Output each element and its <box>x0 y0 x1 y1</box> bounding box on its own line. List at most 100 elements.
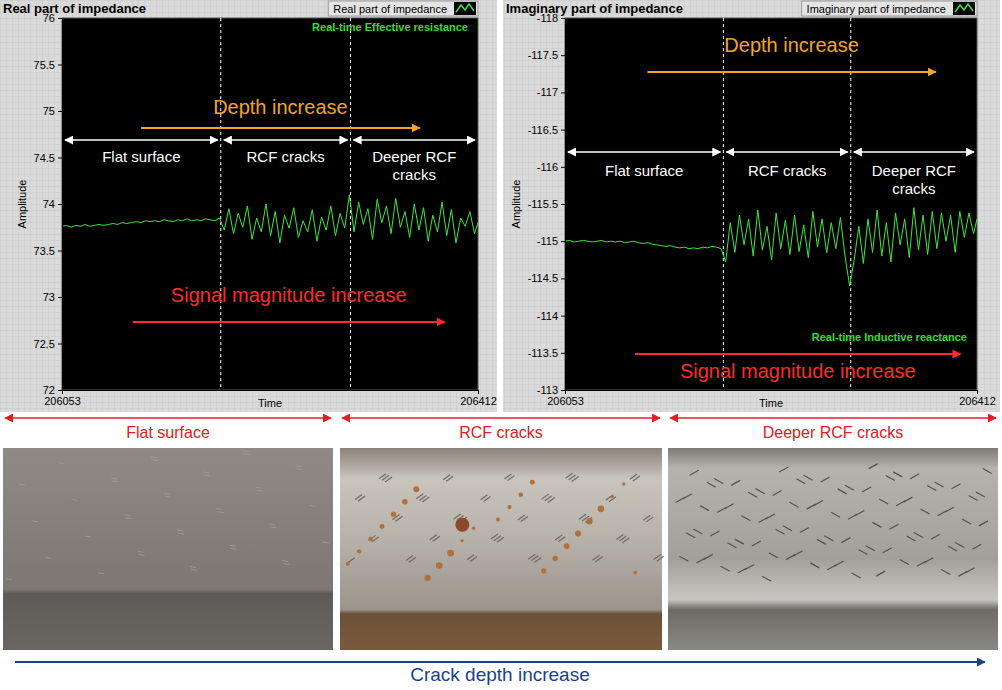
depth-label: Depth increase <box>213 96 348 118</box>
region-arrow <box>65 139 218 140</box>
texture <box>690 470 699 475</box>
y-tick: -117 <box>537 86 565 98</box>
y-tick-label: 74 <box>43 198 55 210</box>
y-tick-mark <box>58 344 62 345</box>
texture <box>879 499 888 504</box>
texture <box>575 531 581 537</box>
y-tick-label: 76 <box>43 12 55 24</box>
texture <box>217 511 223 513</box>
x-axis-title: Time <box>258 397 282 409</box>
plot-label: Real-time Inductive reactance <box>812 331 967 343</box>
texture <box>231 548 237 549</box>
texture <box>496 518 500 522</box>
y-tick-label: 73.5 <box>34 245 55 257</box>
y-tick: -114 <box>537 310 565 322</box>
region-arrow <box>854 151 974 152</box>
texture <box>983 469 992 474</box>
panel-background <box>503 0 1000 412</box>
y-tick-mark <box>561 241 565 242</box>
texture <box>519 492 523 496</box>
region-label: RCF cracks <box>246 148 324 165</box>
texture <box>369 535 376 540</box>
texture <box>616 534 623 539</box>
texture <box>164 493 170 494</box>
x-tick-mark <box>478 390 479 394</box>
texture <box>773 490 782 495</box>
texture <box>745 564 754 569</box>
texture <box>230 545 236 546</box>
photo-range-arrow <box>5 417 331 418</box>
texture <box>357 549 361 553</box>
texture <box>45 557 51 558</box>
texture <box>139 554 145 555</box>
plot-area <box>565 18 977 390</box>
texture <box>903 497 912 502</box>
photo-strip: Flat surfaceRCF cracksDeeper RCF cracksC… <box>3 418 998 685</box>
texture <box>416 494 423 499</box>
region-arrow <box>354 139 475 140</box>
texture <box>592 555 599 560</box>
texture <box>741 516 750 521</box>
texture <box>724 504 733 509</box>
texture <box>564 543 570 549</box>
panel-background <box>0 0 497 412</box>
texture <box>966 568 975 573</box>
texture <box>921 509 930 514</box>
texture <box>379 474 386 479</box>
texture <box>952 484 961 489</box>
texture <box>866 546 875 551</box>
texture <box>137 551 143 552</box>
texture <box>447 550 454 557</box>
x-axis-line <box>63 391 479 395</box>
photo-label: RCF cracks <box>459 424 543 441</box>
texture <box>769 553 778 558</box>
texture <box>855 511 864 516</box>
depth-label: Depth increase <box>724 34 859 56</box>
texture <box>630 474 637 479</box>
texture <box>152 460 158 461</box>
x-tick-label: 206053 <box>44 395 81 407</box>
texture <box>310 505 316 506</box>
x-tick: 206412 <box>460 390 497 407</box>
signal-arrow <box>133 321 445 323</box>
texture <box>852 573 861 578</box>
texture <box>858 549 867 554</box>
y-tick-mark <box>58 297 62 298</box>
texture <box>244 454 250 455</box>
caption-arrow <box>15 661 985 663</box>
texture <box>869 464 878 469</box>
texture <box>611 495 614 498</box>
plot-label: Real-time Effective resistance <box>312 21 468 33</box>
y-tick-label: 74.5 <box>34 152 55 164</box>
texture <box>707 482 716 487</box>
y-tick: 73 <box>43 291 62 303</box>
texture <box>323 542 329 543</box>
x-tick-label: 206412 <box>959 395 996 407</box>
texture <box>972 544 981 549</box>
texture <box>686 533 695 538</box>
texture <box>814 500 823 505</box>
y-tick-mark <box>561 353 565 354</box>
texture <box>831 512 840 517</box>
texture <box>755 489 764 494</box>
x-tick: 206053 <box>44 390 81 407</box>
photo-range-arrow <box>670 417 996 418</box>
texture <box>125 518 131 519</box>
x-tick-mark <box>565 390 566 394</box>
region-boundary <box>220 18 221 390</box>
region-arrow <box>224 139 348 140</box>
texture <box>391 512 396 517</box>
y-tick: 74.5 <box>34 152 62 164</box>
depth-arrow <box>141 127 420 129</box>
texture <box>270 527 276 528</box>
legend-icon-bg <box>953 2 975 15</box>
texture <box>413 486 419 492</box>
y-tick-label: -116.5 <box>528 124 558 136</box>
texture <box>752 541 761 546</box>
y-tick-label: -117 <box>537 86 558 98</box>
texture <box>796 479 805 484</box>
x-tick-mark <box>62 390 63 394</box>
y-tick-mark <box>58 158 62 159</box>
texture <box>914 532 923 537</box>
y-tick-label: 75 <box>43 105 55 117</box>
